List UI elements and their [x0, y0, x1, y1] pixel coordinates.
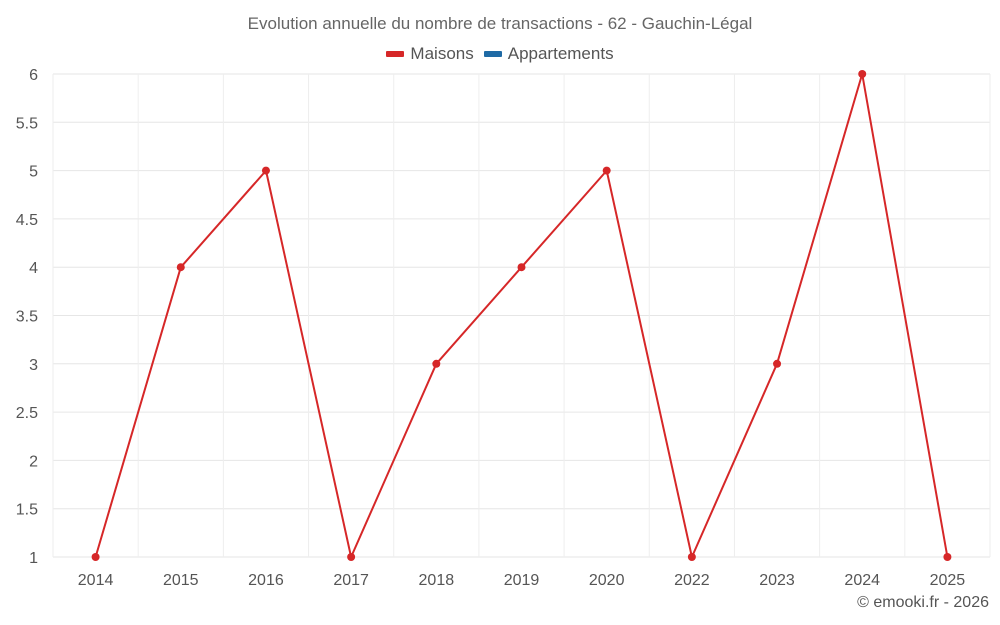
legend-swatch-appartements: [483, 51, 502, 57]
data-point-maisons-2016: [261, 166, 270, 175]
x-tick-label-2018: 2018: [419, 572, 455, 589]
y-tick-label-8: 5: [29, 164, 38, 181]
data-point-maisons-2020: [602, 166, 611, 175]
data-point-maisons-2014: [91, 553, 100, 561]
y-tick-label-9: 5.5: [16, 115, 38, 132]
x-tick-label-2015: 2015: [163, 572, 199, 589]
data-point-maisons-2019: [517, 263, 526, 272]
legend-label-maisons: Maisons: [410, 44, 474, 63]
y-tick-label-7: 4.5: [16, 212, 38, 229]
x-tick-label-2023: 2023: [759, 572, 795, 589]
y-tick-label-3: 2.5: [16, 405, 38, 422]
legend-item-appartements[interactable]: Appartements: [483, 44, 614, 64]
x-tick-label-2016: 2016: [248, 572, 284, 589]
legend: Maisons Appartements: [0, 44, 1000, 64]
data-point-maisons-2025: [943, 553, 952, 561]
legend-label-appartements: Appartements: [507, 44, 614, 63]
legend-item-maisons[interactable]: Maisons: [386, 44, 474, 64]
credit-text: © emooki.fr - 2026: [857, 594, 989, 611]
data-point-maisons-2017: [347, 553, 356, 561]
y-tick-label-2: 2: [29, 453, 38, 470]
data-point-maisons-2018: [432, 359, 441, 368]
x-tick-label-2014: 2014: [78, 572, 114, 589]
x-tick-label-2025: 2025: [930, 572, 966, 589]
y-tick-label-10: 6: [29, 67, 38, 84]
data-point-maisons-2024: [858, 70, 867, 78]
x-tick-label-2024: 2024: [844, 572, 880, 589]
data-point-maisons-2015: [176, 263, 185, 272]
chart-title: Evolution annuelle du nombre de transact…: [247, 14, 753, 33]
x-tick-label-2020: 2020: [589, 572, 625, 589]
y-tick-label-5: 3.5: [16, 309, 38, 326]
y-tick-label-6: 4: [29, 260, 38, 277]
y-tick-label-4: 3: [29, 357, 38, 374]
x-tick-label-2022: 2022: [674, 572, 710, 589]
data-point-maisons-2023: [773, 359, 782, 368]
y-tick-label-0: 1: [29, 550, 38, 567]
x-tick-label-2019: 2019: [504, 572, 540, 589]
legend-swatch-maisons: [386, 51, 405, 57]
data-point-maisons-2022: [687, 553, 696, 561]
y-tick-label-1: 1.5: [16, 502, 38, 519]
x-tick-label-2017: 2017: [333, 572, 369, 589]
